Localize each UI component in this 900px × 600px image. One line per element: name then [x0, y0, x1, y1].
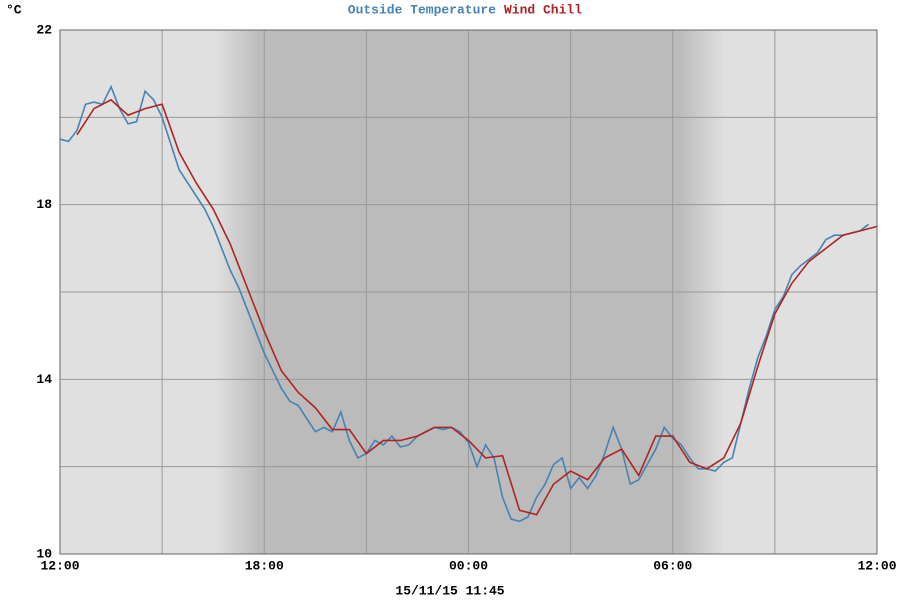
series-line	[76, 98, 878, 516]
y-tick-label: 14	[36, 372, 52, 387]
x-tick-label: 18:00	[245, 558, 284, 573]
plot-border	[59, 29, 878, 555]
lines	[59, 84, 878, 523]
legend-entry: Outside Temperature	[348, 2, 496, 17]
x-tick-label: 00:00	[449, 558, 488, 573]
y-tick-label: 22	[36, 22, 52, 37]
legend-entry: Wind Chill	[504, 2, 582, 17]
footer-date: 15/11/15 11:45	[395, 583, 504, 598]
x-tick-label: 06:00	[653, 558, 692, 573]
x-tick-label: 12:00	[857, 558, 896, 573]
y-unit: °C	[6, 2, 22, 17]
x-tick-label: 12:00	[40, 558, 79, 573]
y-tick-label: 18	[36, 197, 52, 212]
y-tick-label: 10	[36, 546, 52, 561]
